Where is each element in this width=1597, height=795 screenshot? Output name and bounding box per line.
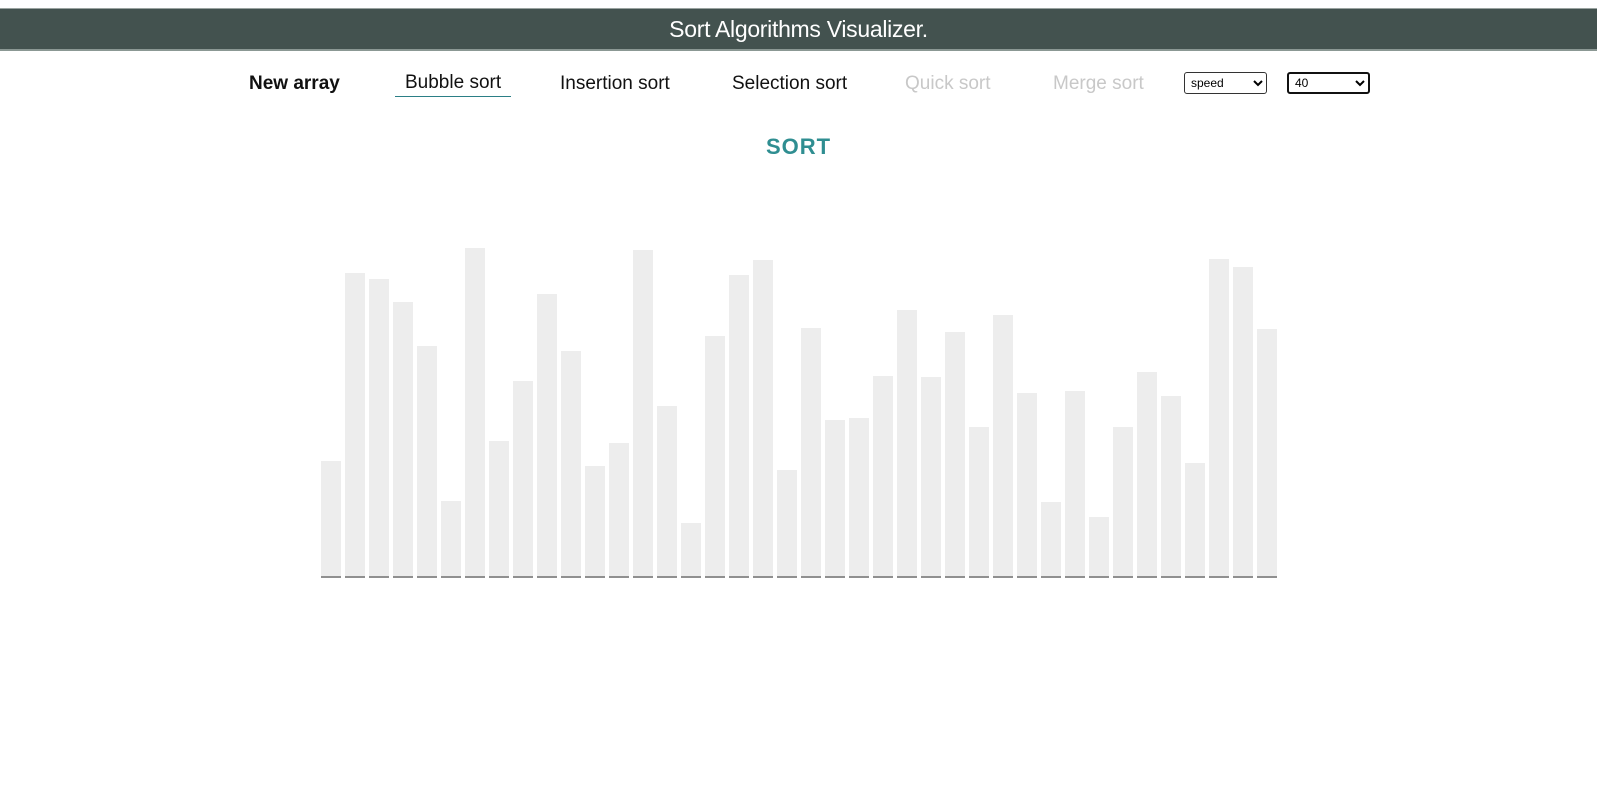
array-bar	[729, 275, 749, 576]
selection-sort-tab[interactable]: Selection sort	[732, 73, 848, 94]
top-border-line	[0, 8, 1597, 9]
app-header: Sort Algorithms Visualizer.	[0, 9, 1597, 49]
array-bar	[921, 377, 941, 576]
insertion-sort-tab[interactable]: Insertion sort	[560, 73, 670, 94]
array-bar	[1113, 427, 1133, 576]
array-bar	[777, 470, 797, 576]
bubble-sort-tab[interactable]: Bubble sort	[395, 70, 512, 97]
array-bar	[1089, 517, 1109, 576]
array-bar	[513, 381, 533, 576]
array-bar	[753, 260, 773, 576]
speed-select[interactable]: speed	[1184, 72, 1267, 94]
array-bar	[585, 466, 605, 576]
array-bar	[1065, 391, 1085, 576]
array-bar	[537, 294, 557, 576]
array-bar	[1233, 267, 1253, 576]
array-bar	[897, 310, 917, 576]
array-bar	[1209, 259, 1229, 576]
sort-button-row: SORT	[0, 134, 1597, 160]
array-bar	[873, 376, 893, 576]
array-bar	[825, 420, 845, 576]
array-bar	[633, 250, 653, 576]
header-divider	[0, 49, 1597, 51]
array-bar	[345, 273, 365, 576]
quick-sort-tab: Quick sort	[905, 73, 991, 94]
array-bar	[705, 336, 725, 576]
array-bar	[969, 427, 989, 576]
new-array-button[interactable]: New array	[249, 73, 340, 94]
array-bar	[393, 302, 413, 576]
array-bar	[1017, 393, 1037, 576]
sort-button[interactable]: SORT	[765, 134, 832, 159]
array-bar	[657, 406, 677, 576]
array-bar	[1041, 502, 1061, 576]
array-bar	[945, 332, 965, 576]
array-bar	[465, 248, 485, 576]
array-size-select[interactable]: 40	[1287, 72, 1370, 94]
array-bar	[489, 441, 509, 576]
array-bar	[369, 279, 389, 576]
array-bar	[681, 523, 701, 576]
array-bar	[441, 501, 461, 576]
array-bar	[1185, 463, 1205, 576]
array-bar	[993, 315, 1013, 576]
array-bar	[1137, 372, 1157, 576]
array-bar	[1161, 396, 1181, 576]
array-bar	[1257, 329, 1277, 576]
array-bar	[321, 461, 341, 576]
array-bar	[849, 418, 869, 576]
array-bar	[417, 346, 437, 576]
array-bar	[561, 351, 581, 576]
array-bar	[609, 443, 629, 576]
array-bar	[801, 328, 821, 576]
merge-sort-tab: Merge sort	[1053, 73, 1144, 94]
app-title: Sort Algorithms Visualizer.	[669, 15, 928, 42]
